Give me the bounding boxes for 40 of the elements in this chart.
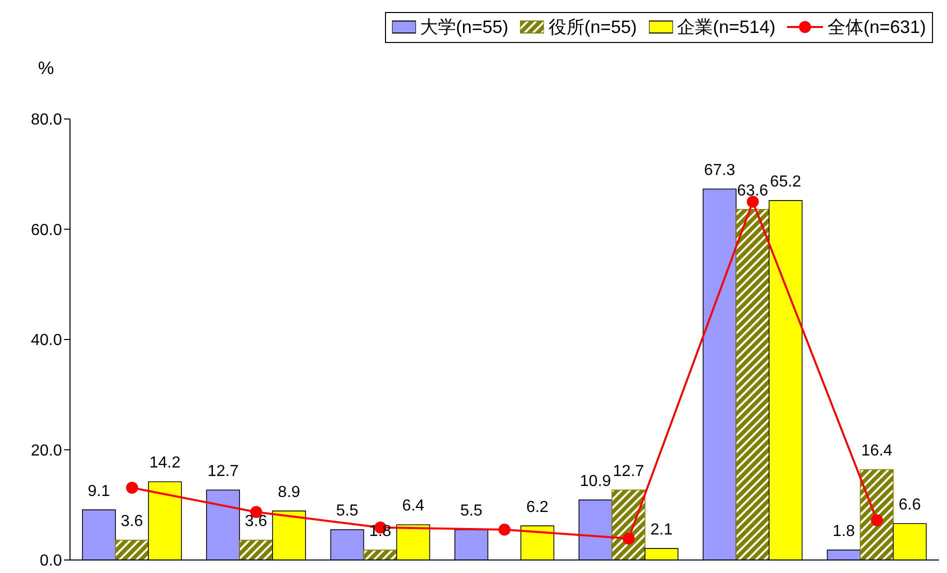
data-label: 12.7 (612, 462, 644, 480)
data-label: 67.3 (704, 162, 736, 180)
data-label: 3.6 (244, 513, 268, 530)
data-label: 9.1 (88, 482, 110, 500)
point (746, 196, 759, 208)
y-tick-label: 20.0 (30, 442, 62, 460)
legend-label: 全体(n=631) (827, 16, 926, 39)
bar (363, 550, 398, 560)
y-tick-label: 80.0 (30, 112, 62, 129)
data-label: 8.9 (278, 484, 300, 501)
data-label: 10.9 (580, 472, 612, 490)
data-label: 6.2 (526, 498, 549, 516)
legend-label: 役所(n=55) (548, 16, 637, 39)
point (622, 532, 635, 544)
bar (736, 209, 770, 560)
data-label: 63.6 (737, 182, 768, 200)
data-label: 65.2 (770, 174, 802, 191)
bar (860, 469, 894, 560)
point (870, 514, 883, 526)
data-label: 3.6 (120, 513, 144, 530)
y-tick-label: 40.0 (30, 332, 62, 350)
y-tick-label: 0.0 (40, 552, 62, 570)
bar (115, 540, 149, 560)
data-label: 1.8 (832, 523, 855, 540)
data-label: 14.2 (149, 454, 181, 472)
point (498, 524, 510, 536)
data-label: 6.4 (402, 498, 424, 515)
data-label: 5.5 (460, 502, 483, 520)
data-label: 5.5 (336, 502, 358, 520)
data-label: 2.1 (650, 521, 673, 538)
bar (239, 540, 273, 560)
bar (612, 490, 646, 560)
data-label: 16.4 (861, 442, 892, 460)
point (126, 482, 138, 494)
legend-label: 大学(n=55) (420, 16, 508, 39)
y-axis-title: % (38, 58, 54, 79)
y-tick-label: 60.0 (30, 222, 62, 239)
data-label: 12.7 (207, 462, 239, 480)
data-label: 6.6 (898, 496, 921, 514)
legend-label: 企業(n=514) (676, 16, 776, 39)
